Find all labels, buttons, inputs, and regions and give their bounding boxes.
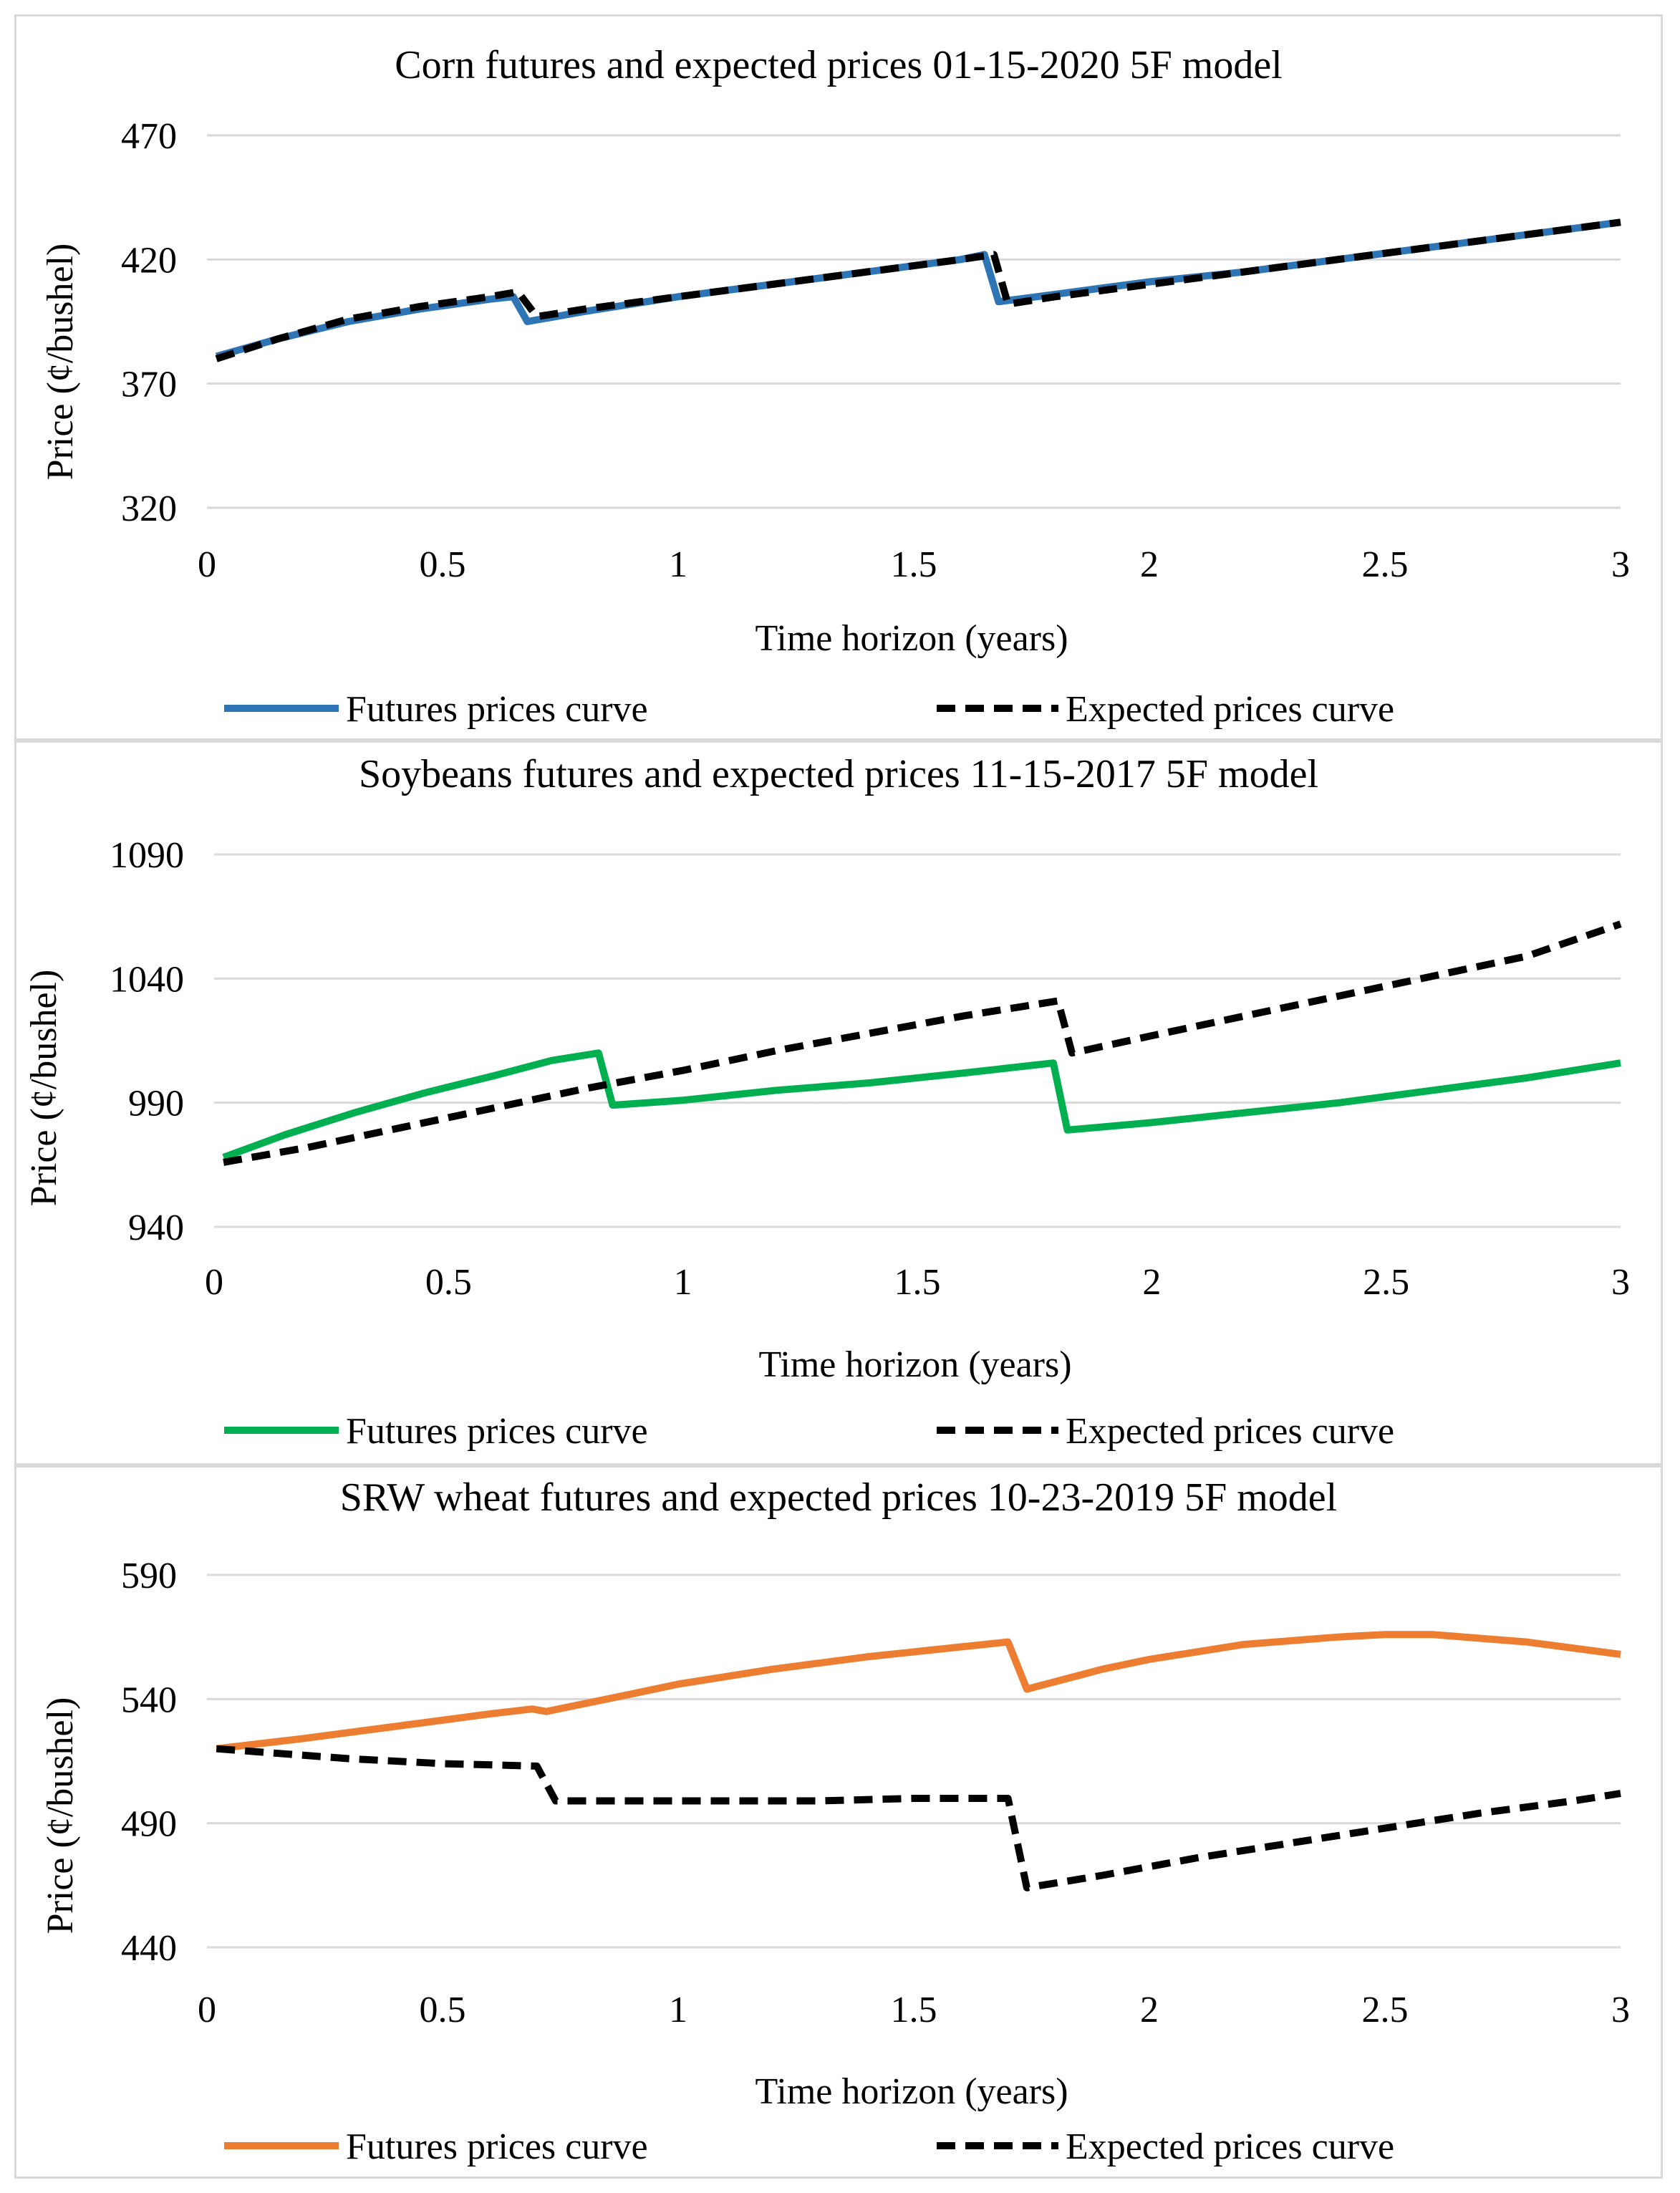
x-tick-label: 1	[669, 544, 687, 585]
x-axis-label: Time horizon (years)	[755, 2071, 1068, 2112]
x-axis-label: Time horizon (years)	[758, 1344, 1071, 1385]
series-line-expected	[216, 1745, 1621, 1891]
grid-lines	[214, 853, 1621, 1228]
chart-svg-corn: Corn futures and expected prices 01-15-2…	[40, 43, 1630, 730]
series-lines	[222, 920, 1622, 1166]
chart-svg-wheat: SRW wheat futures and expected prices 10…	[40, 1475, 1630, 2167]
y-axis-label: Price (¢/bushel)	[40, 244, 81, 481]
y-tick-label: 590	[121, 1556, 177, 1596]
legend-label-futures: Futures prices curve	[346, 1411, 648, 1452]
grid-lines	[207, 134, 1621, 509]
x-tick-label: 2	[1142, 1262, 1161, 1303]
x-tick-label: 1	[669, 1990, 687, 2030]
legend-label-expected: Expected prices curve	[1066, 1411, 1394, 1452]
series-line-expected	[215, 218, 1621, 362]
x-tick-label: 2.5	[1362, 1990, 1409, 2030]
x-tick-label: 2.5	[1363, 1262, 1409, 1303]
series-line-futures	[216, 1631, 1621, 1753]
chart-svg-soybeans: Soybeans futures and expected prices 11-…	[24, 752, 1630, 1452]
series-line-futures	[215, 218, 1621, 360]
chart-panel-wheat: SRW wheat futures and expected prices 10…	[14, 1465, 1663, 2179]
y-axis-label: Price (¢/bushel)	[24, 970, 64, 1207]
x-tick-label: 1.5	[894, 1262, 941, 1303]
x-tick-label: 1.5	[891, 1990, 937, 2030]
y-axis-label: Price (¢/bushel)	[40, 1697, 81, 1934]
series-lines	[215, 218, 1621, 362]
x-tick-labels: 0 0.5 1 1.5 2 2.5 3	[198, 1990, 1630, 2030]
legend-label-expected: Expected prices curve	[1066, 2126, 1394, 2167]
x-tick-label: 0	[205, 1262, 223, 1303]
x-tick-label: 2	[1140, 544, 1159, 585]
x-axis-label: Time horizon (years)	[755, 618, 1068, 659]
y-tick-label: 320	[121, 488, 177, 529]
y-tick-labels: 590 540 490 440	[121, 1556, 177, 1969]
x-tick-label: 0.5	[425, 1262, 472, 1303]
chart-title: Corn futures and expected prices 01-15-2…	[395, 43, 1282, 87]
x-tick-label: 3	[1611, 1262, 1630, 1303]
x-tick-label: 0	[198, 544, 216, 585]
y-tick-label: 940	[128, 1208, 184, 1248]
series-line-expected	[223, 920, 1622, 1166]
x-tick-label: 1.5	[891, 544, 937, 585]
chart-panel-soybeans: Soybeans futures and expected prices 11-…	[14, 741, 1663, 1465]
y-tick-label: 1090	[110, 835, 184, 876]
series-lines	[216, 1631, 1621, 1891]
y-tick-label: 440	[121, 1928, 177, 1969]
x-tick-label: 2	[1140, 1990, 1159, 2030]
x-tick-label: 3	[1611, 544, 1630, 585]
y-tick-labels: 1090 1040 990 940	[110, 835, 184, 1248]
y-tick-labels: 470 420 370 320	[121, 116, 177, 529]
chart-title: SRW wheat futures and expected prices 10…	[340, 1475, 1337, 1520]
x-tick-label: 3	[1611, 1990, 1630, 2030]
legend-label-futures: Futures prices curve	[346, 2126, 648, 2167]
grid-lines	[207, 1573, 1621, 1949]
series-line-futures	[222, 1049, 1621, 1161]
y-tick-label: 1040	[110, 959, 184, 1000]
chart-title: Soybeans futures and expected prices 11-…	[359, 752, 1318, 796]
x-tick-label: 2.5	[1362, 544, 1409, 585]
y-tick-label: 370	[121, 365, 177, 405]
x-tick-label: 0	[198, 1990, 216, 2030]
x-tick-label: 0.5	[420, 1990, 466, 2030]
y-tick-label: 990	[128, 1084, 184, 1124]
x-tick-labels: 0 0.5 1 1.5 2 2.5 3	[198, 544, 1630, 585]
x-tick-label: 1	[674, 1262, 692, 1303]
y-tick-label: 540	[121, 1679, 177, 1720]
y-tick-label: 420	[121, 240, 177, 281]
x-tick-label: 0.5	[420, 544, 466, 585]
legend-label-futures: Futures prices curve	[346, 689, 648, 730]
y-tick-label: 470	[121, 116, 177, 157]
chart-panel-corn: Corn futures and expected prices 01-15-2…	[14, 14, 1663, 741]
y-tick-label: 490	[121, 1804, 177, 1845]
legend-label-expected: Expected prices curve	[1066, 689, 1394, 730]
x-tick-labels: 0 0.5 1 1.5 2 2.5 3	[205, 1262, 1630, 1303]
